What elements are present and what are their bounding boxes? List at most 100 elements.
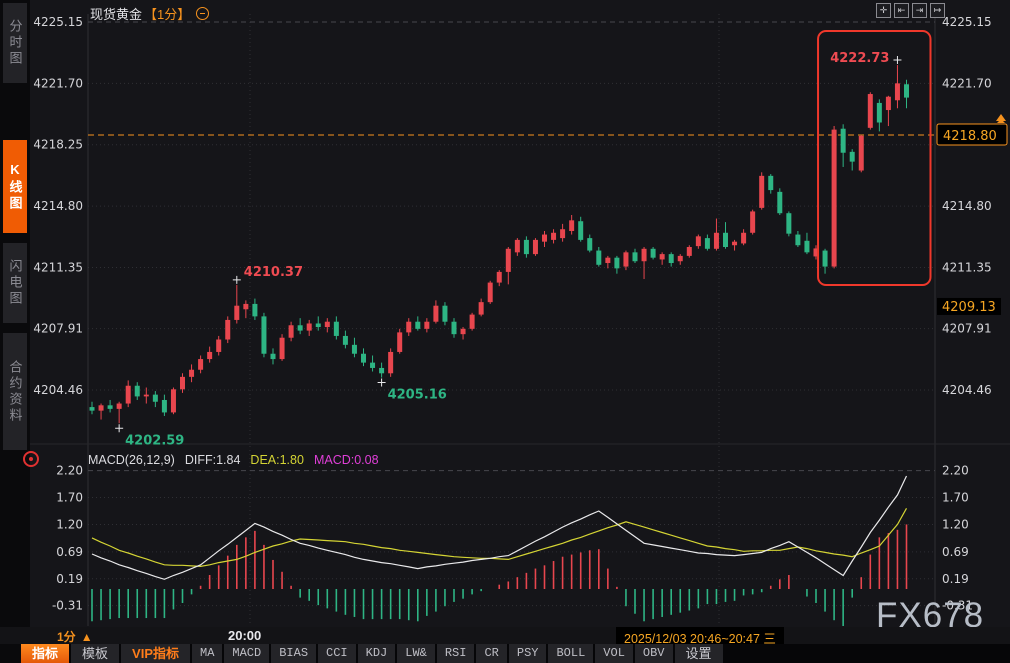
toolbar-item-indicator[interactable]: 指标 — [21, 644, 70, 663]
candle[interactable] — [668, 254, 674, 264]
candle[interactable] — [532, 239, 538, 255]
candle[interactable] — [370, 362, 376, 368]
candle[interactable] — [686, 247, 692, 256]
candle[interactable] — [768, 175, 774, 191]
toolbar-item-ma[interactable]: MA — [192, 644, 223, 663]
sidebar-tab-flash-chart[interactable]: 闪电图 — [3, 243, 27, 323]
candlestick-macd-chart[interactable]: 4225.15 4225.15 4221.70 4221.70 4218.25 4214.… — [0, 0, 1010, 627]
candle[interactable] — [569, 220, 575, 231]
candle[interactable] — [523, 239, 529, 255]
candle[interactable] — [650, 248, 656, 258]
candle[interactable] — [786, 213, 792, 234]
toolbar-item-psy[interactable]: PSY — [508, 644, 547, 663]
toolbar-item-bias[interactable]: BIAS — [271, 644, 317, 663]
toolbar-item-cci[interactable]: CCI — [318, 644, 356, 663]
candle[interactable] — [795, 234, 801, 246]
candle[interactable] — [324, 321, 330, 328]
candle[interactable] — [89, 407, 95, 411]
candle[interactable] — [659, 254, 665, 260]
candle[interactable] — [415, 321, 421, 329]
sidebar-tab-contract-info[interactable]: 合约资料 — [3, 333, 27, 450]
candle[interactable] — [333, 321, 339, 336]
candle[interactable] — [460, 328, 466, 335]
candle[interactable] — [98, 405, 104, 411]
toolbar-item-boll[interactable]: BOLL — [548, 644, 594, 663]
toolbar-item-kdj[interactable]: KDJ — [357, 644, 396, 663]
candle[interactable] — [813, 248, 819, 257]
candle[interactable] — [424, 321, 430, 329]
candle[interactable] — [351, 344, 357, 354]
scale-right-axis-icon[interactable]: ⇥ — [912, 3, 927, 18]
candle[interactable] — [478, 302, 484, 315]
candle[interactable] — [315, 323, 321, 328]
toolbar-item-rsi[interactable]: RSI — [436, 644, 475, 663]
candle[interactable] — [469, 314, 475, 329]
candle[interactable] — [551, 232, 557, 240]
candle[interactable] — [143, 394, 149, 397]
candle[interactable] — [107, 405, 113, 409]
toolbar-item-lw[interactable]: LW& — [397, 644, 435, 663]
candle[interactable] — [876, 102, 882, 123]
candle[interactable] — [361, 353, 366, 363]
candle[interactable] — [704, 238, 710, 249]
candle[interactable] — [451, 321, 457, 335]
candle[interactable] — [198, 359, 204, 370]
candle[interactable] — [406, 321, 412, 333]
toolbar-item-cr[interactable]: CR — [476, 644, 507, 663]
candle[interactable] — [496, 271, 502, 283]
toolbar-item-macd[interactable]: MACD — [224, 644, 270, 663]
candle[interactable] — [306, 323, 312, 331]
candle[interactable] — [125, 385, 131, 404]
candle[interactable] — [723, 232, 728, 248]
candle[interactable] — [777, 191, 783, 214]
candle[interactable] — [867, 94, 873, 128]
candle[interactable] — [614, 257, 620, 269]
candle[interactable] — [279, 337, 285, 360]
candle[interactable] — [433, 305, 439, 322]
record-target-icon[interactable] — [23, 451, 39, 467]
pan-move-icon[interactable]: ✛ — [876, 3, 891, 18]
sidebar-tab-timeline-chart[interactable]: 分时图 — [3, 3, 27, 83]
toolbar-item-vol[interactable]: VOL — [595, 644, 633, 663]
candle[interactable] — [252, 303, 258, 317]
candle[interactable] — [288, 325, 294, 338]
candle[interactable] — [560, 229, 566, 239]
candle[interactable] — [885, 96, 891, 111]
candle[interactable] — [225, 319, 231, 340]
toolbar-item-settings[interactable]: 设置 — [674, 644, 723, 663]
candle[interactable] — [831, 129, 837, 267]
candle[interactable] — [442, 305, 448, 322]
candle[interactable] — [822, 250, 828, 267]
candle[interactable] — [170, 389, 176, 413]
candle[interactable] — [134, 385, 140, 397]
lock-toggle-icon[interactable] — [196, 7, 210, 20]
candle[interactable] — [732, 241, 738, 246]
candle[interactable] — [804, 240, 810, 253]
candle[interactable] — [397, 332, 403, 352]
candle[interactable] — [116, 403, 122, 409]
toolbar-item-vip-indicator[interactable]: VIP指标 — [121, 644, 190, 663]
candle[interactable] — [578, 221, 584, 240]
candle[interactable] — [207, 351, 213, 360]
candle[interactable] — [514, 239, 520, 253]
toolbar-item-obv[interactable]: OBV — [634, 644, 673, 663]
candle[interactable] — [388, 351, 394, 374]
candle[interactable] — [189, 369, 195, 377]
candle[interactable] — [152, 394, 158, 402]
jump-to-latest-icon[interactable]: ↦ — [930, 3, 945, 18]
candle[interactable] — [623, 252, 629, 267]
candle[interactable] — [379, 367, 385, 374]
candle[interactable] — [677, 255, 683, 262]
scale-left-axis-icon[interactable]: ⇤ — [894, 3, 909, 18]
candle[interactable] — [759, 175, 765, 208]
candle[interactable] — [487, 282, 493, 303]
candle[interactable] — [596, 250, 602, 265]
candle[interactable] — [904, 84, 909, 98]
candle[interactable] — [849, 151, 855, 162]
candle[interactable] — [605, 257, 611, 264]
candle[interactable] — [840, 128, 846, 153]
candle[interactable] — [234, 305, 240, 320]
candle[interactable] — [180, 376, 185, 390]
candle[interactable] — [695, 236, 701, 247]
candle[interactable] — [243, 303, 249, 310]
